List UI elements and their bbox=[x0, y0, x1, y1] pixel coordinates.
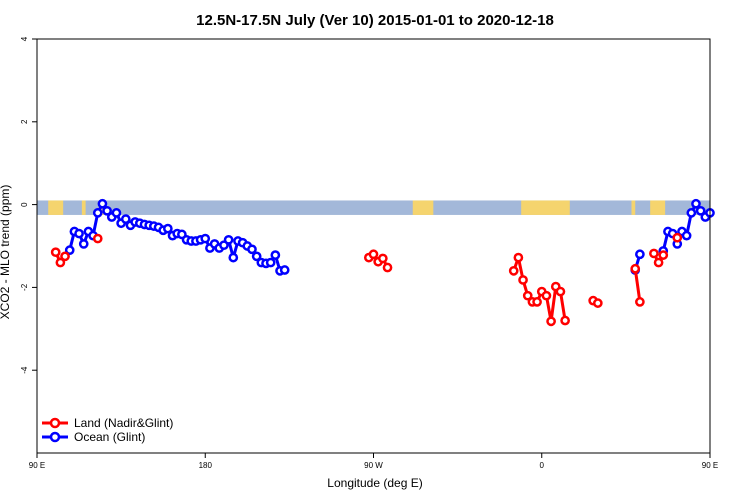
ocean-point-0-35 bbox=[228, 252, 239, 263]
land-point-3-8 bbox=[546, 316, 556, 327]
ocean-point-0-3 bbox=[78, 239, 89, 249]
plot-series bbox=[50, 198, 715, 327]
x-tick-label-2: 90 W bbox=[364, 461, 383, 470]
plot-frame bbox=[36, 38, 711, 454]
land-point-1-0 bbox=[92, 233, 103, 244]
land-point-6-1 bbox=[653, 257, 664, 268]
chart-title: 12.5N-17.5N July (Ver 10) 2015-01-01 to … bbox=[196, 12, 554, 29]
ocean-point-0-44 bbox=[270, 250, 281, 260]
x-tick-label-3: 0 bbox=[540, 461, 545, 470]
land-point-0-0 bbox=[50, 247, 61, 258]
ocean-point-0-7 bbox=[97, 198, 108, 209]
ocean-point-0-43 bbox=[265, 257, 276, 268]
map-land-1 bbox=[81, 200, 86, 215]
map-ocean bbox=[37, 200, 710, 215]
map-land-6 bbox=[650, 200, 666, 215]
ocean-point-0-39 bbox=[247, 244, 257, 255]
legend: Land (Nadir&Glint) Ocean (Glint) bbox=[42, 416, 173, 444]
y-tick-label-3: -2 bbox=[20, 283, 29, 291]
y-axis-label: XCO2 - MLO trend (ppm) bbox=[0, 185, 12, 320]
map-land-5 bbox=[631, 200, 636, 215]
land-point-3-1 bbox=[513, 252, 524, 263]
y-tick-label-2: 0 bbox=[20, 202, 29, 207]
land-point-3-0 bbox=[508, 265, 519, 276]
ocean-point-0-46 bbox=[279, 265, 290, 275]
legend-land-marker bbox=[49, 417, 61, 429]
ocean-point-1-1 bbox=[635, 249, 645, 260]
ocean-point-2-5 bbox=[681, 230, 692, 241]
ocean-point-2-7 bbox=[691, 198, 701, 209]
land-series-line-5 bbox=[633, 268, 642, 303]
x-axis-label: Longitude (deg E) bbox=[327, 476, 422, 490]
ocean-point-2-8 bbox=[695, 205, 706, 216]
land-point-7-0 bbox=[672, 232, 683, 243]
legend-ocean-label: Ocean (Glint) bbox=[74, 430, 145, 444]
ocean-point-0-6 bbox=[92, 208, 103, 218]
land-point-6-2 bbox=[658, 250, 669, 260]
land-point-2-3 bbox=[377, 253, 388, 264]
ocean-point-2-6 bbox=[686, 208, 697, 218]
ocean-point-0-8 bbox=[102, 205, 112, 216]
legend-land-label: Land (Nadir&Glint) bbox=[74, 416, 173, 430]
map-land-3 bbox=[412, 200, 434, 215]
land-point-5-0 bbox=[630, 263, 641, 274]
y-tick-label-0: 4 bbox=[20, 36, 29, 41]
y-tick-label-4: -4 bbox=[20, 366, 29, 374]
legend-ocean-marker bbox=[49, 431, 61, 443]
x-tick-label-1: 180 bbox=[199, 461, 213, 470]
ocean-point-0-34 bbox=[223, 234, 234, 245]
land-point-0-1 bbox=[55, 257, 66, 268]
land-point-3-5 bbox=[532, 297, 542, 307]
world-map-band bbox=[37, 200, 710, 215]
land-point-3-2 bbox=[518, 275, 528, 285]
y-tick-label-1: 2 bbox=[20, 119, 29, 124]
land-point-3-3 bbox=[522, 290, 533, 301]
ocean-point-0-2 bbox=[74, 228, 84, 239]
land-point-3-10 bbox=[555, 286, 566, 297]
land-point-5-1 bbox=[635, 297, 645, 307]
land-point-4-1 bbox=[592, 298, 603, 308]
ocean-point-0-29 bbox=[200, 233, 211, 244]
ocean-point-0-12 bbox=[120, 214, 131, 224]
x-tick-label-4: 90 E bbox=[702, 461, 718, 470]
map-land-0 bbox=[48, 200, 64, 215]
x-tick-label-0: 90 E bbox=[29, 461, 45, 470]
land-point-0-2 bbox=[60, 251, 70, 262]
ocean-point-0-40 bbox=[251, 251, 262, 262]
ocean-point-0-10 bbox=[111, 208, 122, 218]
land-point-6-0 bbox=[649, 248, 659, 259]
ocean-point-0-21 bbox=[163, 223, 173, 234]
map-land-4 bbox=[521, 200, 570, 215]
land-point-3-7 bbox=[541, 290, 552, 301]
land-point-3-11 bbox=[560, 315, 570, 326]
land-point-2-1 bbox=[368, 249, 379, 260]
land-point-2-4 bbox=[382, 262, 393, 273]
ocean-point-0-0 bbox=[64, 245, 75, 255]
